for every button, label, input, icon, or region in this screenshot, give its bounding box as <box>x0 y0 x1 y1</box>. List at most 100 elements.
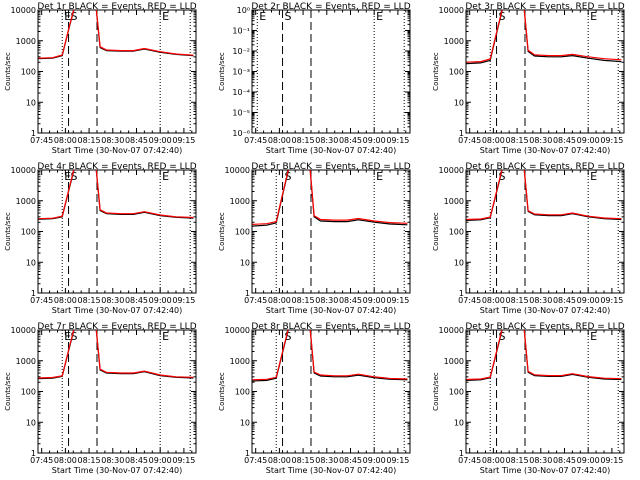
marker-label: E <box>590 10 597 23</box>
x-axis-label: Start Time (30-Nov-07 07:42:40) <box>266 306 396 315</box>
panel-title: Det 9r BLACK = Events, RED = LLD <box>465 322 624 332</box>
x-tick-label: 07:45 <box>458 296 481 305</box>
y-tick-label: 100 <box>235 228 250 237</box>
marker-label: E <box>376 170 383 183</box>
x-tick-label: 09:15 <box>172 136 195 145</box>
marker-label: E <box>162 170 169 183</box>
plot-frame <box>37 169 197 294</box>
y-tick-label: 10 <box>240 418 250 427</box>
x-tick-label: 08:45 <box>339 456 362 465</box>
y-tick-label: 1 <box>31 129 36 138</box>
y-tick-label: 10 <box>26 418 36 427</box>
marker-label: S <box>71 330 78 343</box>
x-tick-label: 07:45 <box>30 136 53 145</box>
x-tick-label: 07:45 <box>458 136 481 145</box>
y-tick-label: 10000 <box>11 326 36 335</box>
x-tick-label: 09:15 <box>600 136 623 145</box>
y-tick-label: 100 <box>21 228 36 237</box>
lld-series-line <box>466 170 622 221</box>
marker-label: E <box>162 10 169 23</box>
y-tick-label: 10000 <box>11 6 36 15</box>
y-tick-label: 1000 <box>444 37 464 46</box>
x-tick-label: 08:00 <box>268 456 291 465</box>
y-axis-label: Counts/sec <box>432 52 440 91</box>
x-tick-label: 08:45 <box>553 456 576 465</box>
y-tick-label: 10 <box>454 418 464 427</box>
plot-frame <box>465 9 625 134</box>
marker-label: S <box>285 330 292 343</box>
x-tick-label: 08:30 <box>529 136 552 145</box>
x-tick-label: 08:15 <box>78 136 101 145</box>
y-axis-label: Counts/sec <box>4 372 12 411</box>
marker-label: E <box>590 170 597 183</box>
y-tick-label: 1000 <box>444 197 464 206</box>
x-axis-label: Start Time (30-Nov-07 07:42:40) <box>480 306 610 315</box>
y-tick-label: 100 <box>235 388 250 397</box>
y-tick-label: 1 <box>245 289 250 298</box>
detector-panel: Det 9r BLACK = Events, RED = LLD 1 10 100 10… <box>432 322 625 475</box>
x-tick-label: 08:00 <box>268 296 291 305</box>
y-tick-label: 1000 <box>230 197 250 206</box>
x-tick-label: 08:30 <box>315 296 338 305</box>
y-tick-label: 100 <box>21 388 36 397</box>
x-tick-label: 09:15 <box>172 456 195 465</box>
detector-panel: Det 1r BLACK = Events, RED = LLD 1 10 100 10… <box>4 2 197 155</box>
y-tick-label: 1000 <box>16 37 36 46</box>
x-tick-label: 09:00 <box>363 136 386 145</box>
y-tick-label: 10000 <box>439 326 464 335</box>
x-tick-label: 09:15 <box>172 296 195 305</box>
y-tick-label: 1 <box>245 449 250 458</box>
x-tick-label: 08:30 <box>101 456 124 465</box>
marker-label: S <box>285 10 292 23</box>
marker-label: E <box>64 10 71 23</box>
y-tick-label: 10000 <box>225 166 250 175</box>
panel-title: Det 7r BLACK = Events, RED = LLD <box>37 322 196 332</box>
x-tick-label: 08:00 <box>482 456 505 465</box>
lld-series-line <box>252 170 408 225</box>
y-tick-label: 100 <box>449 68 464 77</box>
x-tick-label: 09:00 <box>149 456 172 465</box>
plot-frame <box>251 329 411 454</box>
detector-panel: Det 8r BLACK = Events, RED = LLD 1 10 100 10… <box>218 322 411 475</box>
x-tick-label: 07:45 <box>244 296 267 305</box>
lld-series-line <box>252 330 408 381</box>
y-tick-label: 1 <box>31 289 36 298</box>
x-tick-label: 08:00 <box>54 136 77 145</box>
y-tick-label: 1000 <box>16 357 36 366</box>
x-tick-label: 09:00 <box>363 296 386 305</box>
x-tick-label: 09:00 <box>363 456 386 465</box>
detector-panel: Det 5r BLACK = Events, RED = LLD 1 10 100 10… <box>218 162 411 315</box>
x-tick-label: 07:45 <box>30 296 53 305</box>
x-tick-label: 08:15 <box>78 296 101 305</box>
y-axis-label: Counts/sec <box>218 212 226 251</box>
y-tick-label: 10⁻³ <box>232 68 250 77</box>
detector-panel: Det 7r BLACK = Events, RED = LLD 1 10 100 10… <box>4 322 197 475</box>
x-tick-label: 08:00 <box>482 136 505 145</box>
x-tick-label: 08:30 <box>101 136 124 145</box>
plot-frame <box>37 9 197 134</box>
x-tick-label: 08:15 <box>506 296 529 305</box>
y-tick-label: 10 <box>240 258 250 267</box>
y-tick-label: 1000 <box>16 197 36 206</box>
x-tick-label: 08:15 <box>292 296 315 305</box>
x-tick-label: 09:00 <box>577 296 600 305</box>
marker-label: E <box>162 330 169 343</box>
x-tick-label: 08:30 <box>315 456 338 465</box>
y-tick-label: 10⁰ <box>237 6 250 15</box>
x-tick-label: 08:00 <box>268 136 291 145</box>
y-tick-label: 10⁻⁴ <box>232 88 250 97</box>
x-tick-label: 09:15 <box>386 136 409 145</box>
x-axis-label: Start Time (30-Nov-07 07:42:40) <box>52 146 182 155</box>
y-tick-label: 10000 <box>439 166 464 175</box>
y-tick-label: 1 <box>459 289 464 298</box>
detector-panel: Det 6r BLACK = Events, RED = LLD 1 10 100 10… <box>432 162 625 315</box>
y-tick-label: 10 <box>454 98 464 107</box>
marker-label: S <box>499 330 506 343</box>
x-tick-label: 08:30 <box>529 296 552 305</box>
y-tick-label: 1000 <box>444 357 464 366</box>
x-axis-label: Start Time (30-Nov-07 07:42:40) <box>480 146 610 155</box>
x-tick-label: 09:15 <box>386 456 409 465</box>
panel-title: Det 6r BLACK = Events, RED = LLD <box>465 162 624 172</box>
y-tick-label: 10⁻² <box>232 47 250 56</box>
x-tick-label: 08:15 <box>506 456 529 465</box>
